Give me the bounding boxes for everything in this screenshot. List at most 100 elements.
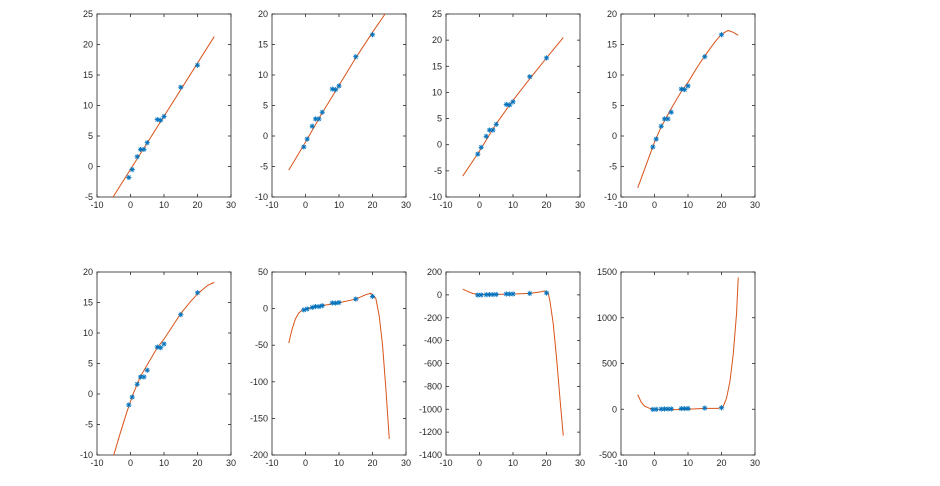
data-point — [702, 54, 708, 60]
data-point — [353, 296, 359, 302]
y-tick-label: -5 — [609, 162, 617, 172]
y-tick-label: -150 — [250, 413, 268, 423]
x-tick-label: 10 — [159, 458, 169, 468]
data-point — [319, 109, 325, 115]
x-tick-label: 20 — [541, 458, 551, 468]
subplot-1: -10 0 10 20 30 -5 0 5 10 15 20 25 — [83, 9, 236, 210]
x-tick-label: -10 — [439, 200, 452, 210]
data-point — [144, 367, 150, 373]
data-point — [137, 374, 144, 380]
data-point — [141, 374, 147, 380]
y-tick-label: 1000 — [597, 313, 617, 323]
axes-frame — [271, 271, 407, 456]
y-tick-label: 15 — [432, 61, 442, 71]
data-point — [134, 381, 140, 387]
y-tick-label: -10 — [429, 192, 442, 202]
x-tick-label: -10 — [614, 200, 627, 210]
data-point — [178, 312, 184, 318]
y-tick-label: 20 — [258, 9, 268, 19]
x-tick-label: 0 — [652, 200, 657, 210]
data-point — [158, 117, 164, 123]
y-tick-label: 0 — [263, 131, 268, 141]
data-point — [527, 290, 533, 296]
y-tick-label: -1200 — [419, 427, 442, 437]
data-point — [161, 341, 167, 347]
y-tick-label: 0 — [437, 140, 442, 150]
y-tick-label: -5 — [434, 166, 442, 176]
data-point — [475, 151, 481, 157]
data-point — [678, 86, 684, 92]
data-point — [194, 290, 201, 296]
y-tick-label: 25 — [432, 9, 442, 19]
x-tick-label: -10 — [90, 200, 103, 210]
x-tick-label: -10 — [614, 458, 627, 468]
data-point — [304, 306, 310, 312]
y-tick-label: -5 — [260, 162, 268, 172]
x-tick-label: 30 — [575, 458, 585, 468]
x-tick-label: 10 — [334, 458, 344, 468]
data-point — [353, 54, 359, 60]
y-tick-label: 25 — [83, 9, 93, 19]
data-point — [154, 116, 160, 123]
y-tick-label: 15 — [83, 70, 93, 80]
data-point — [478, 292, 484, 298]
axes-frame — [96, 271, 232, 456]
data-point — [490, 127, 496, 133]
y-tick-label: 200 — [427, 267, 442, 277]
y-tick-label: 20 — [83, 267, 93, 277]
y-tick-label: -10 — [255, 192, 268, 202]
y-tick-label: 20 — [83, 40, 93, 50]
x-tick-label: 20 — [192, 458, 202, 468]
y-tick-label: 20 — [432, 35, 442, 45]
y-tick-label: 500 — [602, 359, 617, 369]
data-point — [653, 406, 659, 412]
y-tick-label: -800 — [424, 381, 442, 391]
subplot-8: -10 0 10 20 30 -500 0 500 1000 1500 — [597, 267, 760, 468]
data-point — [483, 292, 489, 298]
data-point — [329, 300, 335, 306]
subplot-3: -10 0 10 20 30 -10 -5 0 5 10 15 20 25 — [429, 9, 585, 210]
y-tick-label: 0 — [88, 389, 93, 399]
x-tick-label: 20 — [192, 200, 202, 210]
y-tick-label: 0 — [263, 304, 268, 314]
data-point — [718, 32, 725, 38]
axes-frame — [620, 13, 756, 198]
data-point — [194, 62, 201, 68]
data-point — [336, 299, 342, 306]
data-point — [333, 87, 339, 93]
data-point — [329, 86, 335, 92]
x-tick-label: 30 — [401, 458, 411, 468]
y-tick-label: 15 — [83, 298, 93, 308]
data-point — [333, 300, 339, 306]
data-point — [158, 345, 164, 351]
data-point — [301, 144, 307, 150]
x-tick-label: 30 — [226, 200, 236, 210]
y-tick-label: 15 — [607, 40, 617, 50]
y-tick-label: -600 — [424, 359, 442, 369]
x-tick-label: -10 — [439, 458, 452, 468]
data-point — [685, 83, 691, 89]
y-tick-label: 50 — [258, 267, 268, 277]
y-tick-label: 5 — [88, 131, 93, 141]
data-point — [161, 113, 167, 120]
subplot-5: -10 0 10 20 30 -10 -5 0 5 10 15 20 — [80, 267, 236, 468]
y-tick-label: 15 — [258, 40, 268, 50]
y-tick-label: -1400 — [419, 450, 442, 460]
data-point — [658, 123, 664, 129]
y-tick-label: -10 — [604, 192, 617, 202]
data-point — [134, 154, 140, 160]
data-point — [304, 136, 310, 142]
data-point — [685, 405, 691, 412]
x-tick-label: 20 — [367, 200, 377, 210]
y-tick-label: -1000 — [419, 404, 442, 414]
data-point — [126, 174, 132, 181]
y-tick-label: -400 — [424, 336, 442, 346]
y-tick-label: -10 — [80, 450, 93, 460]
x-tick-label: 0 — [652, 458, 657, 468]
y-tick-label: -5 — [85, 192, 93, 202]
data-point — [301, 307, 307, 313]
y-tick-label: -50 — [255, 340, 268, 350]
y-tick-label: 0 — [612, 404, 617, 414]
x-tick-label: 10 — [683, 200, 693, 210]
